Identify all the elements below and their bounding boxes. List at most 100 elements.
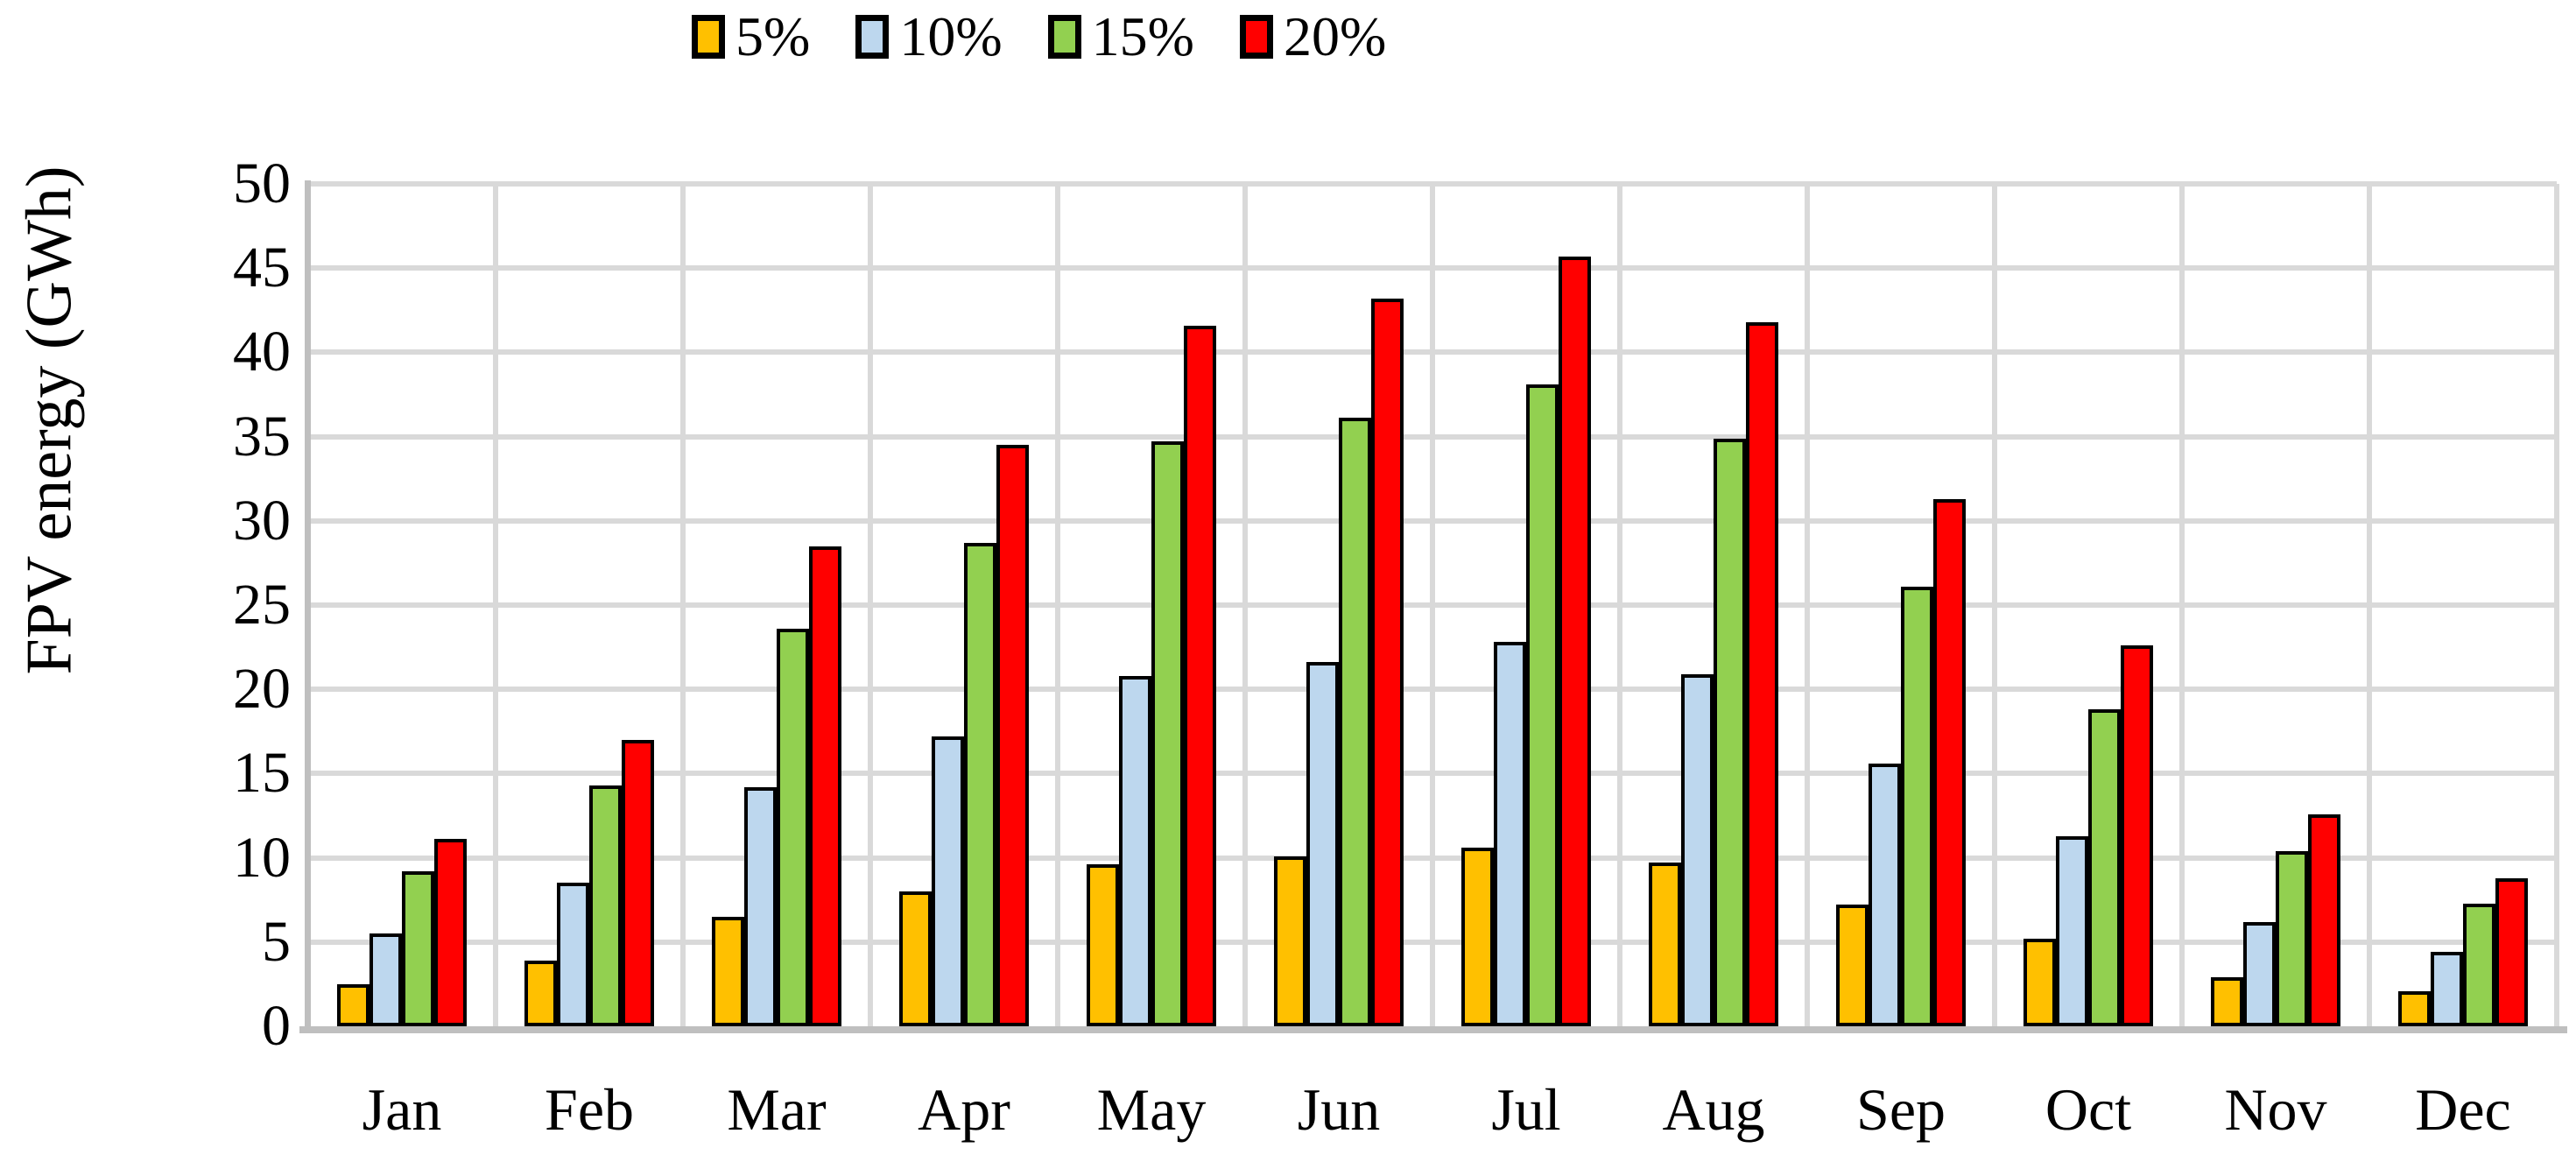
bar-jun-5%: [1274, 856, 1306, 1026]
bar-jul-10%: [1494, 642, 1526, 1026]
legend-label: 20%: [1283, 5, 1387, 67]
chart-legend: 5% 10% 15% 20%: [692, 9, 1386, 65]
bar-feb-20%: [622, 740, 654, 1026]
bar-feb-10%: [557, 883, 589, 1026]
bar-may-20%: [1184, 326, 1216, 1026]
bar-aug-15%: [1714, 439, 1746, 1026]
bar-apr-15%: [964, 543, 996, 1026]
y-axis-tick-label: 5: [262, 910, 291, 974]
bar-dec-20%: [2495, 878, 2528, 1026]
bar-feb-5%: [524, 961, 557, 1026]
legend-label: 10%: [899, 5, 1003, 67]
bar-nov-15%: [2276, 851, 2308, 1026]
y-axis-line: [305, 180, 311, 1033]
x-axis-tick-label-apr: Apr: [918, 1076, 1010, 1143]
bar-mar-20%: [809, 546, 841, 1026]
gridline-vertical: [1805, 184, 1810, 1026]
bar-sep-10%: [1869, 764, 1901, 1026]
plot-area: [308, 181, 2559, 1026]
y-axis-tick-label: 50: [233, 151, 291, 215]
gridline-vertical: [493, 184, 498, 1026]
gridline-vertical: [1242, 184, 1248, 1026]
y-axis-tick-label: 0: [262, 994, 291, 1058]
bar-sep-15%: [1901, 587, 1933, 1026]
x-axis-line: [299, 1026, 2567, 1033]
legend-item-15%: 15%: [1047, 5, 1194, 67]
bar-jul-20%: [1559, 257, 1591, 1026]
bar-may-10%: [1119, 676, 1151, 1026]
gridline-vertical: [868, 184, 873, 1026]
bar-oct-10%: [2056, 836, 2088, 1026]
gridline-vertical: [1617, 184, 1622, 1026]
gridline-vertical: [1992, 184, 1997, 1026]
legend-swatch-icon: [1239, 15, 1273, 59]
x-axis-tick-label-jan: Jan: [362, 1076, 442, 1143]
bar-may-15%: [1151, 441, 1184, 1026]
legend-swatch-icon: [1047, 15, 1081, 59]
bar-jun-15%: [1339, 418, 1371, 1026]
x-axis-tick-label-dec: Dec: [2415, 1076, 2511, 1143]
bar-nov-20%: [2308, 814, 2340, 1026]
bar-oct-15%: [2088, 709, 2121, 1026]
bar-oct-5%: [2023, 939, 2056, 1026]
y-axis-tick-label: 10: [233, 826, 291, 890]
y-axis-tick-label: 40: [233, 320, 291, 384]
bar-mar-15%: [777, 629, 809, 1026]
bar-nov-10%: [2243, 922, 2276, 1026]
bar-aug-10%: [1681, 674, 1714, 1026]
legend-swatch-icon: [692, 15, 725, 59]
bar-jan-5%: [337, 984, 370, 1026]
bar-jul-15%: [1526, 384, 1559, 1026]
x-axis-tick-label-aug: Aug: [1662, 1076, 1765, 1143]
x-axis-tick-label-mar: Mar: [727, 1076, 827, 1143]
bar-apr-10%: [932, 736, 964, 1026]
bar-jun-10%: [1306, 662, 1339, 1026]
bar-apr-5%: [899, 891, 932, 1026]
y-axis-tick-label: 15: [233, 741, 291, 805]
gridline-vertical: [1430, 184, 1435, 1026]
bar-jun-20%: [1371, 299, 1404, 1026]
legend-item-5%: 5%: [692, 9, 810, 65]
bar-may-5%: [1087, 864, 1119, 1026]
x-axis-tick-label-oct: Oct: [2045, 1076, 2132, 1143]
bar-aug-20%: [1746, 322, 1778, 1026]
gridline-vertical: [1055, 184, 1060, 1026]
gridline-vertical: [2367, 184, 2372, 1026]
bar-dec-10%: [2431, 952, 2463, 1026]
legend-label: 5%: [735, 5, 811, 67]
bar-jan-20%: [434, 839, 467, 1026]
legend-item-10%: 10%: [855, 5, 1003, 67]
bar-dec-5%: [2398, 991, 2431, 1026]
bar-mar-5%: [712, 917, 744, 1026]
y-axis-tick-label: 25: [233, 573, 291, 637]
gridline-vertical: [2554, 184, 2559, 1026]
bar-sep-5%: [1836, 905, 1869, 1026]
gridline-vertical: [680, 184, 686, 1026]
x-axis-tick-label-jul: Jul: [1491, 1076, 1561, 1143]
legend-label: 15%: [1091, 5, 1194, 67]
bar-jan-15%: [402, 871, 434, 1026]
legend-swatch-icon: [855, 15, 890, 59]
bar-jul-5%: [1461, 848, 1494, 1026]
x-axis-tick-label-nov: Nov: [2224, 1076, 2327, 1143]
gridline-vertical: [2179, 184, 2185, 1026]
bar-oct-20%: [2121, 645, 2153, 1026]
bar-aug-5%: [1649, 863, 1681, 1026]
y-axis-tick-label: 30: [233, 489, 291, 553]
bar-jan-10%: [370, 933, 402, 1026]
legend-item-20%: 20%: [1239, 5, 1387, 67]
x-axis-tick-label-sep: Sep: [1856, 1076, 1946, 1143]
bar-mar-10%: [744, 787, 777, 1026]
y-axis-tick-label: 45: [233, 236, 291, 299]
y-axis-tick-label: 35: [233, 405, 291, 468]
y-axis-tick-label: 20: [233, 657, 291, 721]
x-axis-tick-label-jun: Jun: [1297, 1076, 1381, 1143]
bar-apr-20%: [996, 445, 1029, 1026]
bar-dec-15%: [2463, 904, 2495, 1026]
bar-sep-20%: [1933, 499, 1966, 1026]
x-axis-tick-label-feb: Feb: [545, 1076, 634, 1143]
x-axis-tick-label-may: May: [1096, 1076, 1207, 1143]
bar-nov-5%: [2211, 977, 2243, 1026]
bar-feb-15%: [589, 785, 622, 1026]
